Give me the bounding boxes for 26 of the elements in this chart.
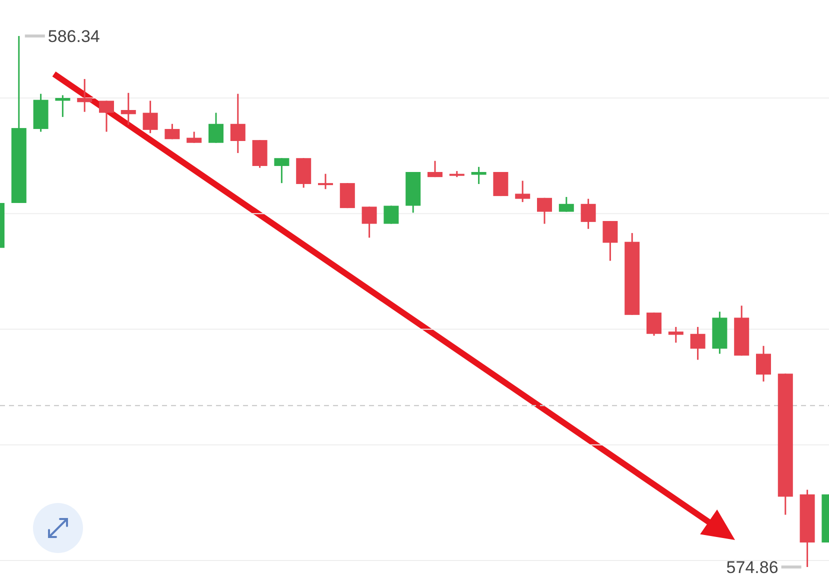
- candlestick: [537, 197, 552, 225]
- candlestick: [646, 312, 662, 336]
- candlestick: [120, 92, 136, 126]
- candlestick: [186, 130, 202, 144]
- annotation: 586.34: [48, 27, 100, 46]
- candlestick: [668, 326, 684, 344]
- candlestick: [164, 123, 180, 140]
- candlestick: [384, 205, 399, 225]
- candlestick: [362, 206, 377, 238]
- candlestick: [274, 157, 290, 184]
- candlestick: [99, 100, 114, 132]
- candlestick: [208, 112, 224, 144]
- candlestick: [690, 326, 706, 361]
- candlestick: [515, 180, 530, 203]
- candlestick: [55, 94, 70, 118]
- candlestick: [471, 166, 486, 185]
- candlestick: [602, 220, 618, 262]
- candlestick: [428, 160, 442, 178]
- candlestick: [580, 198, 596, 230]
- candlestick: [142, 100, 158, 134]
- candlestick: [318, 173, 333, 190]
- candlestick: [230, 93, 246, 154]
- annotation: 574.86: [726, 558, 778, 577]
- candlestick: [756, 345, 771, 382]
- candlestick: [558, 196, 574, 213]
- candlestick: [77, 78, 92, 113]
